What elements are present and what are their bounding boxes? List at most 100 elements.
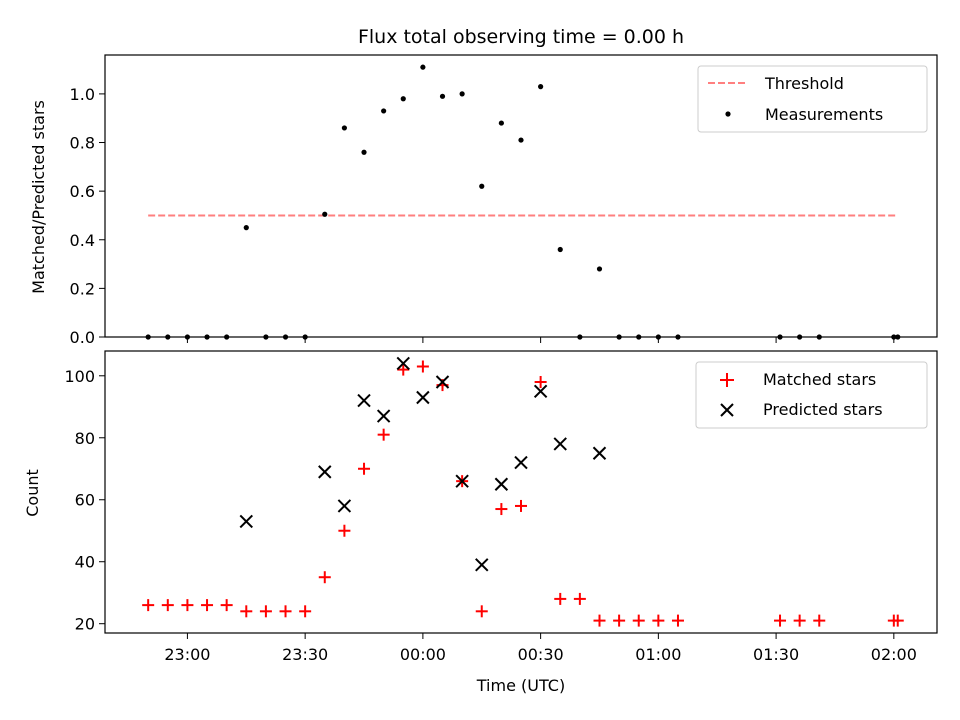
predicted-star-point (337, 499, 352, 513)
x-tick-label: 01:30 (753, 645, 799, 664)
y-tick-label: 100 (64, 367, 95, 386)
measurement-point (439, 93, 446, 99)
predicted-star-point (533, 384, 548, 398)
x-tick-label: 00:30 (518, 645, 564, 664)
measurement-point (400, 96, 406, 102)
y-tick-label: 0.2 (70, 279, 95, 298)
matched-legend-label: Matched stars (763, 370, 876, 389)
matched-star-point (220, 599, 233, 612)
bottom-panel: 20 40 60 80 100 23:00 23:30 00:00 00:30 01:00 01:… (23, 350, 938, 695)
y-tick-label: 0.8 (70, 134, 95, 153)
measurement-point (420, 64, 426, 70)
predicted-star-point (514, 455, 528, 470)
measurements-legend-swatch (725, 111, 731, 117)
matched-star-point (613, 614, 626, 627)
matched-star-point (632, 614, 645, 627)
predicted-star-point (396, 356, 410, 371)
x-axis-label: Time (UTC) (476, 676, 565, 695)
predicted-star-point (376, 409, 391, 423)
matched-star-point (161, 599, 174, 612)
matched-star-point (652, 614, 665, 627)
matched-star-point (358, 462, 371, 475)
top-legend-box (697, 65, 928, 133)
bottom-y-axis-ticks: 20 40 60 80 100 (64, 367, 105, 634)
predicted-star-point (553, 437, 567, 451)
predicted-legend-swatch (720, 403, 734, 417)
predicted-star-point (592, 446, 607, 460)
measurement-point (518, 137, 524, 143)
matched-star-point (534, 375, 547, 388)
bottom-plot-marks (142, 356, 904, 627)
predicted-star-point (475, 558, 489, 572)
matched-star-point (142, 599, 155, 612)
measurement-point (557, 246, 563, 253)
top-y-axis-ticks: 0.0 0.2 0.4 0.6 0.8 1.0 (70, 85, 105, 347)
matched-star-point (573, 592, 586, 605)
matched-star-point (201, 599, 214, 612)
matched-star-point (240, 605, 253, 618)
matched-star-point (554, 592, 567, 605)
y-tick-label: 0.0 (70, 328, 95, 347)
matched-star-point (774, 614, 787, 627)
top-legend: Threshold Measurements (697, 65, 928, 133)
x-tick-label: 23:00 (164, 645, 210, 664)
x-tick-label: 02:00 (871, 645, 917, 664)
matched-star-point (181, 599, 194, 612)
bottom-plot-frame (104, 350, 938, 634)
threshold-legend-label: Threshold (764, 74, 844, 93)
measurement-point (498, 120, 504, 126)
predicted-star-point (357, 393, 371, 408)
measurement-point (243, 225, 249, 231)
y-tick-label: 0.4 (70, 231, 95, 250)
x-tick-label: 01:00 (635, 645, 681, 664)
measurement-point (479, 183, 485, 189)
matched-star-point (416, 360, 429, 373)
matched-star-point (891, 614, 904, 627)
y-tick-label: 0.6 (70, 182, 95, 201)
matched-star-point (377, 428, 390, 441)
matched-legend-swatch (720, 373, 734, 387)
matched-star-point (279, 605, 292, 618)
y-tick-label: 1.0 (70, 85, 95, 104)
top-panel: Flux total observing time = 0.00 h 0.00.… (29, 26, 938, 347)
matched-star-point (475, 605, 488, 618)
predicted-star-point (318, 465, 332, 479)
matched-star-point (813, 614, 826, 627)
chart-title: Flux total observing time = 0.00 h (358, 26, 684, 48)
predicted-star-point (239, 514, 253, 529)
measurement-point (361, 149, 367, 155)
matched-star-point (793, 614, 806, 627)
predicted-legend-label: Predicted stars (763, 400, 883, 419)
y-tick-label: 80 (75, 429, 95, 448)
bottom-legend-box (695, 361, 928, 429)
matched-star-point (397, 363, 410, 376)
predicted-star-point (435, 375, 450, 389)
y-tick-label: 40 (75, 553, 95, 572)
bottom-x-axis-ticks: 23:00 23:30 00:00 00:30 01:00 01:30 02:00 (164, 633, 917, 664)
top-plot-frame (104, 54, 938, 338)
matched-star-point (593, 614, 606, 627)
measurements-legend-label: Measurements (765, 105, 883, 124)
bottom-legend: Matched stars Predicted stars (695, 361, 928, 429)
measurement-point (341, 125, 347, 131)
measurement-point (459, 91, 465, 97)
matched-star-point (495, 503, 508, 516)
matched-star-point (671, 614, 684, 627)
measurement-point (538, 84, 544, 90)
x-tick-label: 00:00 (400, 645, 446, 664)
x-tick-label: 23:30 (282, 645, 328, 664)
top-y-axis-label: Matched/Predicted stars (29, 100, 48, 294)
matched-star-point (515, 499, 527, 512)
matched-star-point (318, 571, 331, 584)
y-tick-label: 20 (75, 615, 95, 634)
measurement-point (322, 211, 328, 217)
matched-star-point (299, 605, 312, 618)
predicted-star-point (494, 477, 509, 491)
predicted-star-point (416, 390, 430, 405)
measurement-point (381, 108, 387, 114)
y-tick-label: 60 (75, 491, 95, 510)
measurement-point (596, 266, 603, 272)
predicted-star-point (455, 474, 469, 488)
matched-star-point (338, 524, 351, 537)
